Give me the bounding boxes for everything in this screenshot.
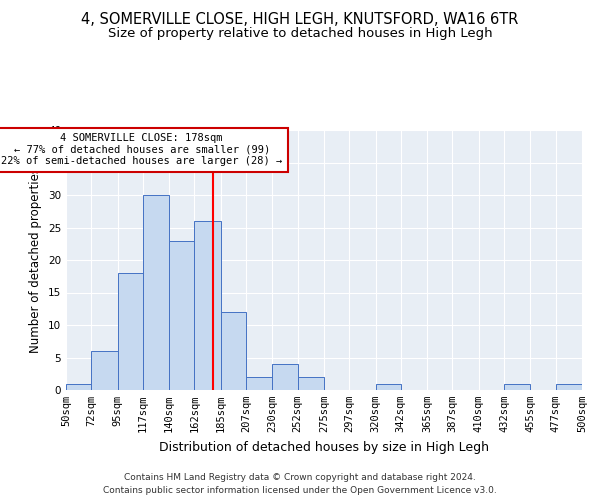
Bar (194, 221, 221, 390)
Bar (91, 351, 118, 390)
Bar (556, 384, 582, 390)
Bar (66, 384, 91, 390)
Y-axis label: Number of detached properties: Number of detached properties (29, 167, 43, 353)
Bar (169, 240, 194, 390)
Bar (272, 364, 298, 390)
Bar (246, 377, 272, 390)
Bar (143, 195, 169, 390)
Text: Size of property relative to detached houses in High Legh: Size of property relative to detached ho… (107, 28, 493, 40)
Bar (221, 312, 246, 390)
Bar (298, 377, 324, 390)
Text: Contains HM Land Registry data © Crown copyright and database right 2024.
Contai: Contains HM Land Registry data © Crown c… (103, 474, 497, 495)
X-axis label: Distribution of detached houses by size in High Legh: Distribution of detached houses by size … (159, 440, 489, 454)
Bar (504, 384, 530, 390)
Bar (376, 384, 401, 390)
Bar (118, 273, 143, 390)
Text: 4 SOMERVILLE CLOSE: 178sqm
← 77% of detached houses are smaller (99)
22% of semi: 4 SOMERVILLE CLOSE: 178sqm ← 77% of deta… (1, 133, 283, 166)
Text: 4, SOMERVILLE CLOSE, HIGH LEGH, KNUTSFORD, WA16 6TR: 4, SOMERVILLE CLOSE, HIGH LEGH, KNUTSFOR… (82, 12, 518, 28)
